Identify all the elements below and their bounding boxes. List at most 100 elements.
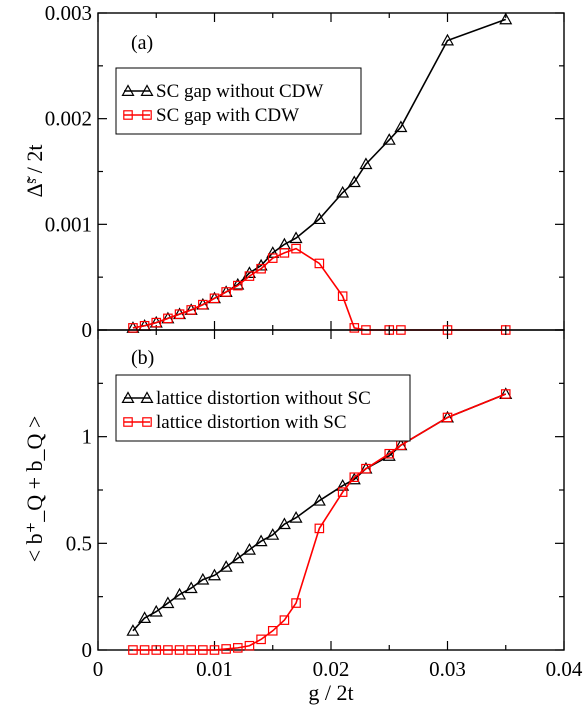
data-point	[198, 645, 208, 655]
panel-a-series	[126, 12, 513, 335]
data-point	[209, 645, 220, 655]
data-point	[349, 323, 360, 333]
data-point	[173, 587, 187, 600]
panel-b-x-ticks: 0 0.01 0.02 0.03 0.04	[93, 330, 583, 681]
legend-marker	[121, 84, 135, 97]
panel-b-series	[126, 387, 513, 655]
legend-item: SC gap with CDW	[123, 105, 299, 126]
data-point	[384, 448, 395, 459]
data-point	[440, 33, 455, 46]
panel-a-legend-box	[115, 67, 362, 135]
x-axis-label: g / 2t	[308, 680, 353, 705]
y-tick-label: 0.003	[45, 1, 92, 25]
data-point	[279, 248, 290, 258]
data-point	[244, 640, 255, 651]
data-point	[254, 534, 268, 547]
panel-b-legend: lattice distortion without SC lattice dis…	[115, 374, 411, 442]
data-point	[312, 212, 326, 225]
data-point	[244, 271, 255, 281]
panel-a-y-ticks: 0 0.001 0.002 0.003	[45, 1, 564, 342]
data-point	[186, 305, 196, 315]
data-point	[242, 542, 256, 555]
data-point	[138, 611, 152, 624]
data-point	[128, 645, 138, 655]
data-point	[163, 313, 173, 324]
data-point	[233, 643, 243, 653]
data-point	[186, 645, 196, 655]
legend-label: lattice distortion with SC	[156, 412, 347, 433]
data-point	[233, 280, 243, 291]
data-point	[163, 645, 173, 655]
data-point	[128, 323, 138, 333]
y-tick-label: 0.002	[45, 107, 92, 131]
series-line	[132, 18, 507, 329]
data-point	[347, 175, 361, 188]
y-tick-label: 0.001	[45, 212, 92, 236]
data-point	[499, 12, 513, 25]
legend-marker	[123, 110, 133, 120]
panel-a-legend-items: SC gap without CDW SC gap with CDW	[121, 81, 323, 126]
data-point	[266, 528, 280, 540]
data-point	[442, 412, 453, 423]
panel-b-legend-box	[115, 374, 411, 442]
data-point	[184, 581, 198, 594]
legend-label: SC gap without CDW	[156, 81, 323, 102]
legend-label: lattice distortion without SC	[156, 388, 371, 409]
data-point	[209, 293, 220, 304]
data-point	[256, 263, 266, 274]
data-point	[289, 510, 303, 523]
x-tick-label: 0.03	[429, 657, 466, 681]
y-tick-label: 0	[82, 638, 93, 662]
panel-b-y-axis-label: < b⁺_Q + b_Q >	[22, 416, 47, 563]
legend-item: lattice distortion with SC	[123, 412, 347, 433]
data-point	[267, 253, 278, 263]
x-tick-label: 0	[93, 657, 104, 681]
panel-a-tag: (a)	[131, 32, 153, 54]
panel-a-frame	[97, 12, 565, 331]
data-point	[336, 185, 350, 198]
data-point	[174, 645, 185, 655]
y-tick-label: 1	[82, 425, 93, 449]
data-point	[336, 478, 350, 491]
x-tick-label: 0.04	[546, 657, 583, 681]
data-point	[219, 560, 233, 572]
data-point	[231, 551, 245, 564]
data-point	[221, 644, 231, 654]
data-point	[500, 389, 511, 399]
data-point	[382, 133, 396, 145]
panel-a-legend: SC gap without CDW SC gap with CDW	[115, 67, 362, 135]
y-tick-label: 0	[82, 318, 93, 342]
data-point	[207, 568, 222, 581]
data-point	[151, 317, 162, 328]
data-point	[291, 243, 301, 254]
data-point	[139, 645, 150, 655]
data-point	[174, 309, 185, 319]
legend-marker	[142, 110, 152, 120]
data-point	[347, 472, 361, 485]
legend-marker	[142, 417, 152, 427]
data-point	[198, 299, 208, 310]
data-point	[221, 287, 231, 297]
panel-b-tag: (b)	[131, 347, 154, 369]
data-point	[361, 463, 371, 474]
legend-marker	[123, 417, 133, 427]
legend-item: lattice distortion without SC	[121, 388, 371, 409]
panel-a-y-axis-label: Δ̃ˢ / 2t	[22, 144, 47, 197]
data-point	[126, 624, 140, 636]
legend-item: SC gap without CDW	[121, 81, 323, 102]
x-tick-label: 0.02	[313, 657, 350, 681]
data-point	[151, 645, 162, 655]
data-point	[161, 596, 175, 609]
data-point	[256, 634, 266, 645]
legend-label: SC gap with CDW	[156, 105, 299, 126]
panel-b: (b) 0 0.01 0.02 0.03 0.04 00.51 < b⁺_Q + b_Q…	[22, 329, 583, 705]
legend-marker	[121, 391, 135, 403]
data-point	[337, 291, 348, 301]
panel-b-legend-items: lattice distortion without SC lattice dis…	[121, 388, 371, 433]
legend-marker	[140, 391, 154, 403]
data-point	[349, 472, 360, 482]
panel-b-y-ticks: 00.51	[66, 329, 564, 662]
series-line	[132, 247, 506, 331]
panel-a: (a) 0 0.001 0.002 0.003 Δ̃ˢ / 2t SC gap wit…	[22, 1, 565, 342]
